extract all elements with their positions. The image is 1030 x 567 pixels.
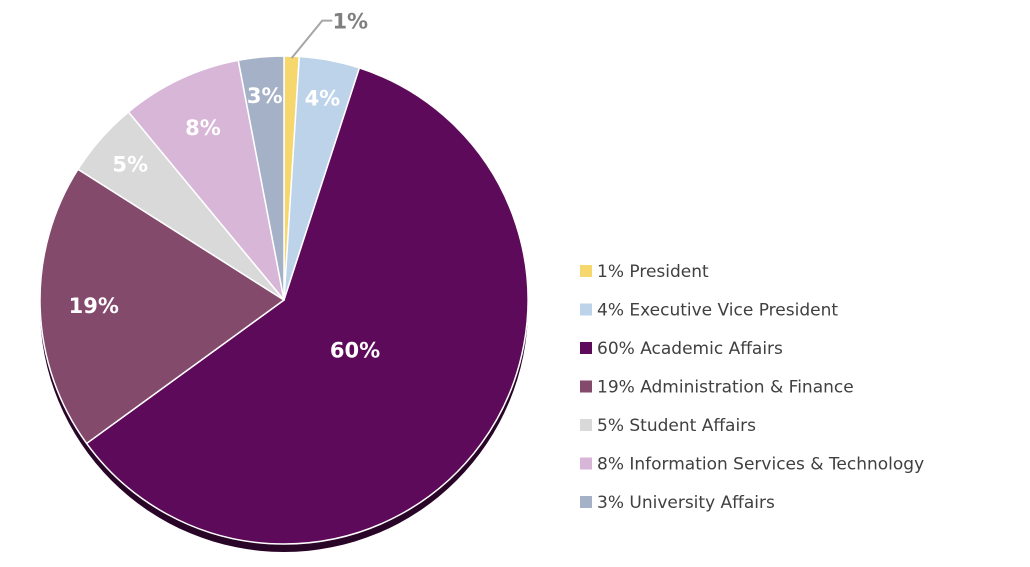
legend-label-university-affairs: 3% University Affairs [597,493,775,513]
legend-swatch-executive-vice-president [580,303,592,316]
legend-item-executive-vice-president: 4% Executive Vice President [580,301,838,321]
legend-label-president: 1% President [597,262,709,282]
legend-swatch-academic-affairs [580,342,592,354]
legend-label-executive-vice-president: 4% Executive Vice President [597,301,838,321]
legend-swatch-student-affairs [580,419,592,431]
legend-swatch-information-services-technology [580,457,592,470]
legend-item-university-affairs: 3% University Affairs [580,493,775,513]
data-label-information-services-technology: 8% [185,116,221,140]
pie-labels: 1% 4% 60% 19% 5% 8% 3% [69,10,381,363]
legend-swatch-university-affairs [580,496,592,508]
legend-item-academic-affairs: 60% Academic Affairs [580,339,783,359]
legend-label-academic-affairs: 60% Academic Affairs [597,339,783,359]
legend-swatch-president [580,265,592,277]
data-label-academic-affairs: 60% [330,339,380,363]
legend-label-administration-finance: 19% Administration & Finance [597,378,854,398]
pie-slice-academic-affairs [85,67,529,545]
data-label-administration-finance: 19% [69,294,119,318]
legend-item-administration-finance: 19% Administration & Finance [580,378,854,398]
legend-swatch-administration-finance [580,380,592,393]
callout-line-president [290,19,333,59]
pie-slice-university-affairs [237,55,285,301]
pie-slice-administration-finance [39,168,285,445]
data-label-executive-vice-president: 4% [305,87,341,111]
data-label-university-affairs: 3% [247,84,283,108]
legend-item-president: 1% President [580,262,709,282]
legend-label-information-services-technology: 8% Information Services & Technology [597,455,924,475]
legend-label-student-affairs: 5% Student Affairs [597,416,756,436]
pie-slice-information-services-technology [127,59,285,301]
legend-item-student-affairs: 5% Student Affairs [580,416,756,436]
legend: 1% President 4% Executive Vice President 6… [580,262,924,513]
pie-slices [39,55,529,552]
data-label-student-affairs: 5% [112,152,148,176]
legend-item-information-services-technology: 8% Information Services & Technology [580,455,924,475]
data-label-president: 1% [332,10,368,34]
